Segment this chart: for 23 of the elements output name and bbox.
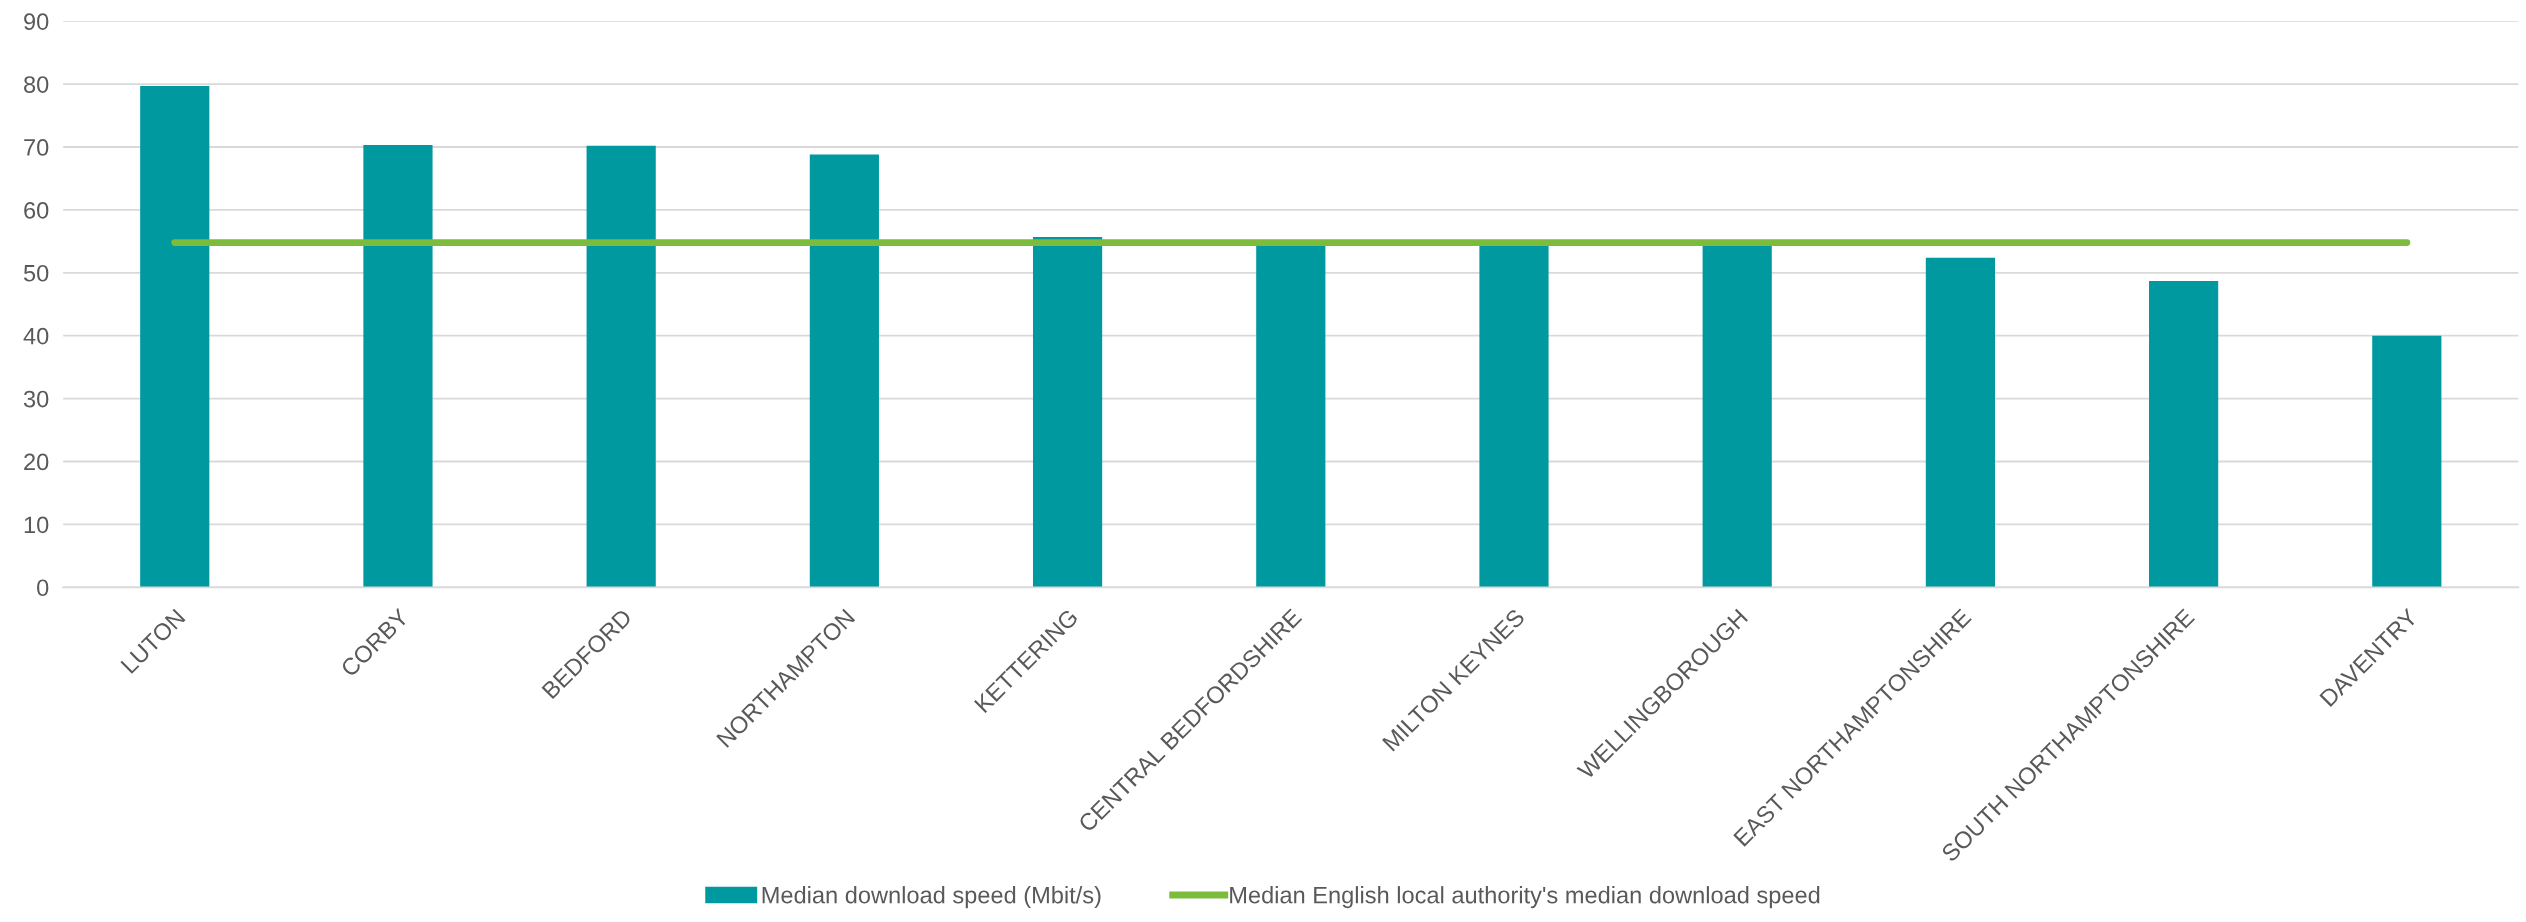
bar (1256, 244, 1326, 588)
bar (2372, 335, 2442, 588)
y-tick-label: 20 (24, 453, 49, 471)
y-tick-label: 10 (24, 516, 49, 534)
bar (363, 145, 433, 588)
bar (140, 85, 210, 588)
y-tick-label: 30 (23, 390, 49, 408)
y-tick-label: 90 (24, 13, 49, 30)
bar (1032, 236, 1103, 588)
bar (809, 154, 879, 588)
bar (586, 145, 656, 588)
y-tick-label: 50 (23, 264, 49, 282)
bar (1479, 244, 1549, 588)
bar (2149, 280, 2219, 588)
bar (1702, 244, 1772, 588)
y-tick-label: 60 (24, 201, 49, 219)
y-tick-label: 0 (37, 579, 49, 597)
legend-label: Median download speed (Mbit/s) (762, 886, 1101, 909)
y-tick-label: 80 (24, 76, 49, 93)
y-tick-label: 70 (24, 139, 49, 156)
legend-label: Median English local authority's median download speed (1230, 886, 1820, 909)
bar (1925, 257, 1995, 588)
y-tick-label: 40 (23, 327, 49, 345)
